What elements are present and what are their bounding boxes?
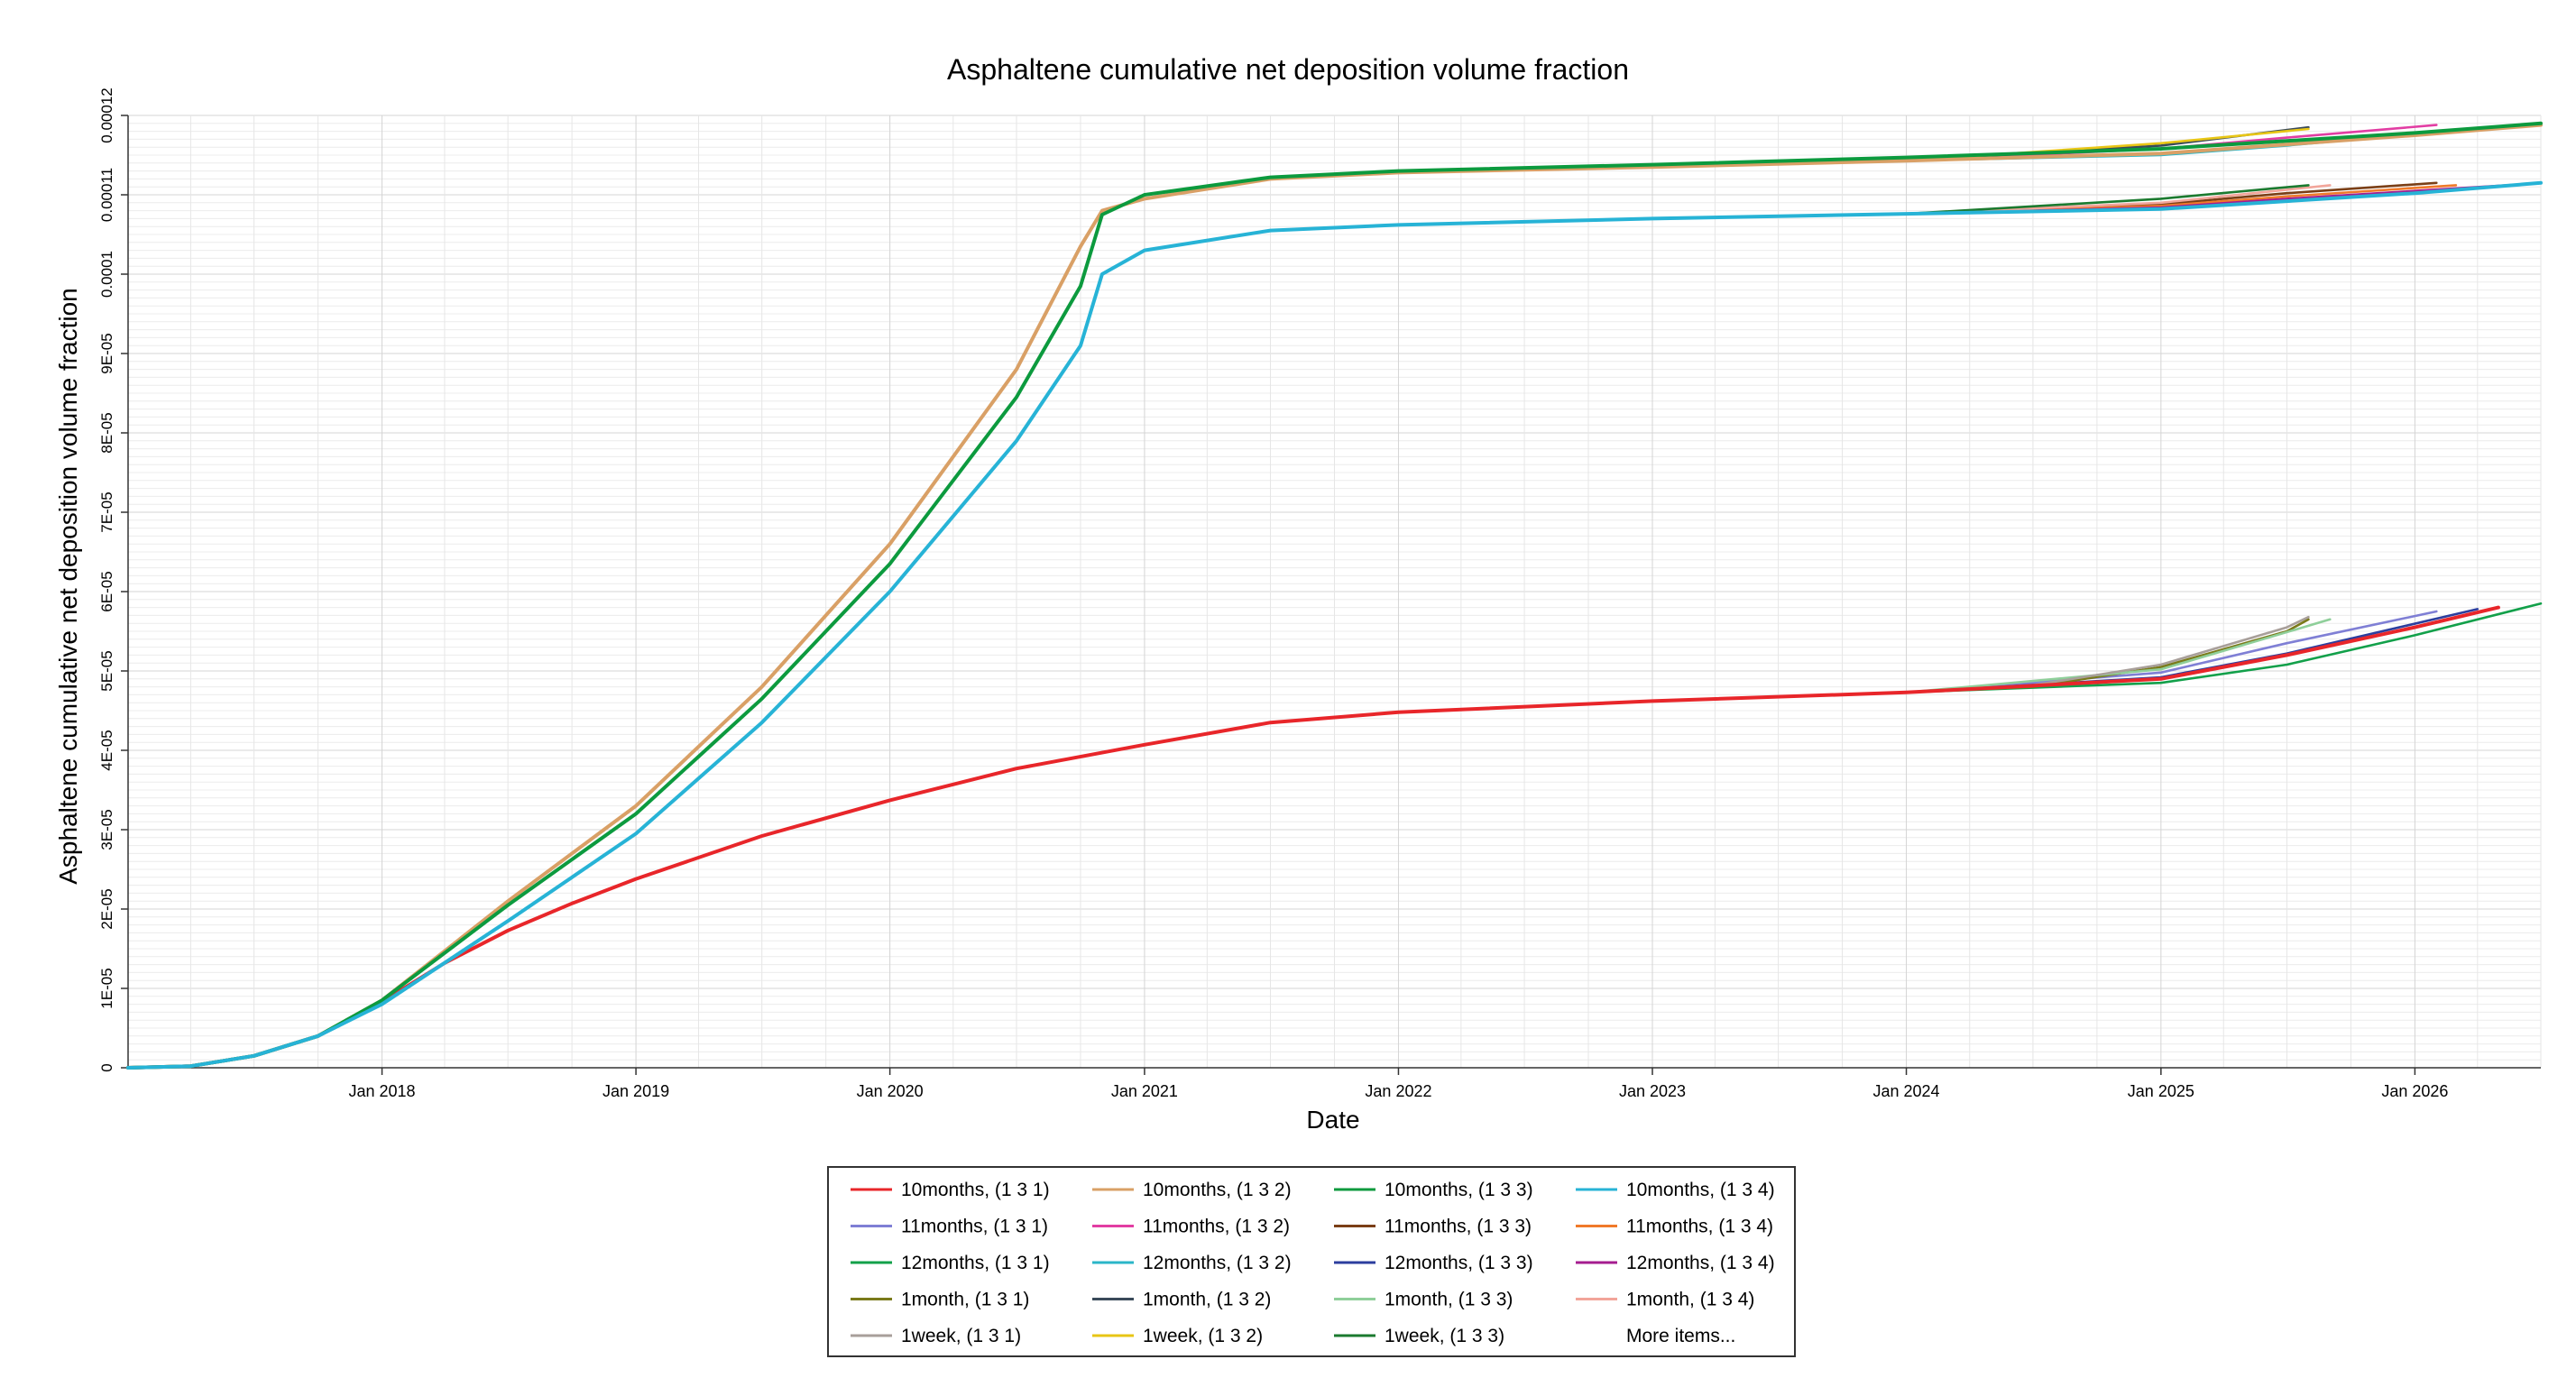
legend-item: 12months, (1 3 4) [1626, 1253, 1775, 1273]
y-axis-label: Asphaltene cumulative net deposition vol… [54, 288, 82, 885]
legend-item: 11months, (1 3 2) [1143, 1217, 1290, 1237]
x-tick-label: Jan 2025 [2128, 1082, 2194, 1100]
y-tick-label: 5E-05 [98, 650, 115, 691]
y-tick-label: 0.00011 [98, 168, 115, 222]
grid [127, 115, 2542, 1069]
x-tick-label: Jan 2023 [1619, 1082, 1686, 1100]
x-tick-label: Jan 2022 [1365, 1082, 1431, 1100]
x-tick-label: Jan 2026 [2381, 1082, 2448, 1100]
y-tick-label: 0.0001 [98, 251, 115, 298]
x-tick-label: Jan 2021 [1111, 1082, 1178, 1100]
legend-item: 1week, (1 3 1) [901, 1326, 1021, 1346]
y-tick-label: 0 [98, 1063, 115, 1071]
y-tick-label: 8E-05 [98, 412, 115, 453]
y-tick-label: 0.00012 [98, 87, 115, 142]
legend: 10months, (1 3 1) 10months, (1 3 2) 10mont… [827, 1166, 1796, 1357]
legend-item: 10months, (1 3 1) [901, 1180, 1050, 1200]
legend-item: 1month, (1 3 2) [1143, 1290, 1271, 1310]
x-axis-label: Date [1306, 1106, 1359, 1134]
legend-item: 11months, (1 3 4) [1626, 1217, 1773, 1237]
legend-item: 11months, (1 3 1) [901, 1217, 1048, 1237]
legend-item: 12months, (1 3 3) [1385, 1253, 1533, 1273]
legend-item: 11months, (1 3 3) [1385, 1217, 1532, 1237]
y-tick-label: 9E-05 [98, 333, 115, 373]
legend-item: 10months, (1 3 2) [1143, 1180, 1292, 1200]
plot-area [126, 121, 2543, 1070]
y-tick-label: 7E-05 [98, 491, 115, 532]
series-line [1905, 618, 2332, 694]
legend-item: 1month, (1 3 3) [1385, 1290, 1513, 1310]
series-line [1905, 184, 2310, 216]
legend-box [827, 1166, 1796, 1357]
x-tick-label: Jan 2024 [1873, 1082, 1940, 1100]
y-tick-label: 2E-05 [98, 888, 115, 929]
x-tick-label: Jan 2020 [857, 1082, 924, 1100]
legend-item: 12months, (1 3 2) [1143, 1253, 1292, 1273]
series-line [1905, 610, 2438, 694]
y-tick-label: 6E-05 [98, 571, 115, 611]
x-tick-label: Jan 2018 [348, 1082, 415, 1100]
y-tick-label: 4E-05 [98, 730, 115, 770]
x-tick-label: Jan 2019 [603, 1082, 669, 1100]
legend-more-items: More items... [1626, 1326, 1735, 1346]
legend-item: 1month, (1 3 1) [901, 1290, 1029, 1310]
legend-item: 1month, (1 3 4) [1626, 1290, 1754, 1310]
axes: 0 1E-05 2E-05 3E-05 4E-05 5E-05 6E-05 7E-05 8E-0… [98, 87, 2541, 1100]
series-line [1905, 602, 2543, 694]
series-line [1905, 184, 2332, 216]
legend-item: 1week, (1 3 3) [1385, 1326, 1504, 1346]
y-tick-label: 3E-05 [98, 809, 115, 850]
legend-item: 10months, (1 3 3) [1385, 1180, 1533, 1200]
legend-item: 1week, (1 3 2) [1143, 1326, 1263, 1346]
legend-item: 10months, (1 3 4) [1626, 1180, 1775, 1200]
chart-title: Asphaltene cumulative net deposition vol… [947, 53, 1629, 86]
y-tick-label: 1E-05 [98, 968, 115, 1008]
series-line [126, 180, 2543, 1070]
legend-item: 12months, (1 3 1) [901, 1253, 1050, 1273]
